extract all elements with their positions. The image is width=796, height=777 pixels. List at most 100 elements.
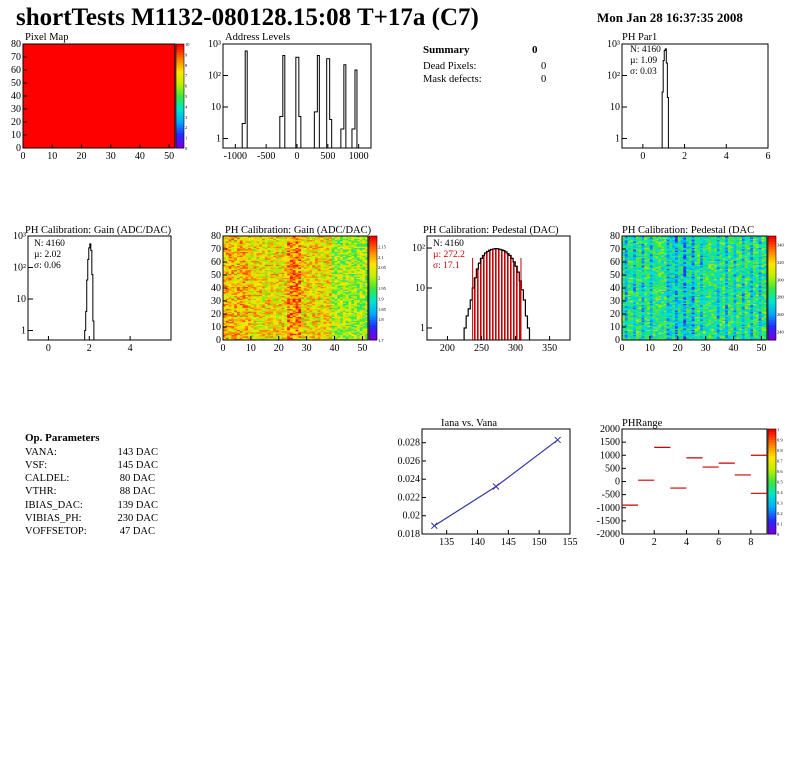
pixel-map-x-tick-label: 10 — [47, 151, 57, 162]
address-level-peak — [242, 51, 247, 148]
pixel-map-y-tick-label: 80 — [11, 39, 21, 50]
pixel-map-y-tick-label: 10 — [11, 130, 21, 141]
ph-gain-map-y-tick-label: 10 — [211, 322, 221, 333]
ph-gain-map-x-tick-label: 30 — [302, 343, 312, 354]
ph-gain-1d-x-tick-label: 0 — [46, 343, 51, 354]
pixel-map-palette-cell — [176, 44, 184, 47]
pixel-map-palette-label: 10 — [185, 42, 190, 47]
ph-pedestal-stat-n: N: 4160 — [433, 239, 464, 249]
ph-gain-map-y-tick-label: 70 — [211, 244, 221, 255]
address-levels-title: Address Levels — [225, 32, 290, 43]
ph-gain-map-x-tick-label: 20 — [274, 343, 284, 354]
page-title: shortTests M1132-080128.15:08 T+17a (C7) — [16, 4, 479, 31]
ph-gain-map-palette-cell — [369, 236, 377, 239]
pixel-map-palette-label: 0 — [185, 146, 188, 151]
ph-gain-1d-y-tick-label: 10 — [16, 294, 26, 305]
pixel-map-palette-label: 1 — [185, 136, 187, 141]
ph-gain-stat-rms: σ: 0.06 — [34, 261, 61, 271]
ph-gain-1d-y-tick-label: 10³ — [13, 231, 26, 242]
ph-gain-map-palette-label: 2.05 — [378, 265, 387, 270]
pixel-map-palette-label: 5 — [185, 94, 188, 99]
ph-gain-map-x-tick-label: 40 — [330, 343, 340, 354]
pixel-map-y-tick-label: 0 — [16, 143, 21, 154]
ph-gain-map-y-tick-label: 80 — [211, 231, 221, 242]
ph-par1-y-tick-label: 10² — [607, 71, 620, 82]
ph-par1-histogram — [662, 49, 668, 148]
ph-pedestal-1d-title: PH Calibration: Pedestal (DAC) — [423, 225, 559, 236]
page-date: Mon Jan 28 16:37:35 2008 — [597, 10, 743, 25]
ph-pedestal-1d-x-tick-label: 250 — [474, 343, 489, 354]
ph-par1-y-tick-label: 1 — [615, 134, 620, 145]
ph-gain-map-y-tick-label: 40 — [211, 283, 221, 294]
ph-gain-map-palette-label: 1.95 — [378, 286, 387, 291]
ph-gain-1d-histogram — [85, 244, 94, 340]
ph-pedestal-1d-x-tick-label: 300 — [508, 343, 523, 354]
ph-pedestal-1d-x-tick-label: 200 — [440, 343, 455, 354]
ph-gain-map-palette-label: 1.85 — [378, 307, 387, 312]
ph-gain-map-x-tick-label: 0 — [221, 343, 226, 354]
ph-par1-x-tick-label: 6 — [766, 151, 771, 162]
ph-pedestal-stat-rms: σ: 17.1 — [433, 261, 460, 271]
address-levels-y-tick-label: 1 — [216, 134, 221, 145]
pixel-map-x-tick-label: 40 — [135, 151, 145, 162]
ph-gain-map-palette-label: 2.15 — [378, 244, 387, 249]
pixel-map-x-tick-label: 20 — [76, 151, 86, 162]
ph-gain-map-y-tick-label: 30 — [211, 296, 221, 307]
address-level-peak — [352, 70, 357, 148]
ph-par1-stat-mean: µ: 1.09 — [630, 56, 657, 66]
address-level-peak — [327, 59, 332, 148]
ph-gain-map-title: PH Calibration: Gain (ADC/DAC) — [225, 225, 372, 236]
ph-gain-1d-y-tick-label: 1 — [21, 326, 26, 337]
ph-gain-map-y-tick-label: 20 — [211, 309, 221, 320]
address-levels-x-tick-label: -1000 — [224, 151, 247, 162]
pixel-map-fill — [23, 44, 175, 148]
pixel-map-y-tick-label: 30 — [11, 104, 21, 115]
address-levels-x-tick-label: 1000 — [349, 151, 369, 162]
pixel-map-palette-label: 3 — [185, 115, 188, 120]
ph-par1-x-tick-label: 4 — [724, 151, 729, 162]
pixel-map-y-tick-label: 40 — [11, 91, 21, 102]
ph-pedestal-1d-x-tick-label: 350 — [542, 343, 557, 354]
pixel-map-x-tick-label: 0 — [21, 151, 26, 162]
pixel-map-palette-label: 2 — [185, 125, 187, 130]
ph-par1-y-tick-label: 10 — [610, 102, 620, 113]
ph-gain-1d-title: PH Calibration: Gain (ADC/DAC) — [25, 225, 172, 236]
address-levels-x-tick-label: 500 — [320, 151, 335, 162]
pixel-map-palette-label: 9 — [185, 52, 188, 57]
ph-par1-stat-n: N: 4160 — [630, 45, 661, 55]
ph-gain-stat-mean: µ: 2.02 — [34, 250, 61, 260]
pixel-map-title: Pixel Map — [25, 32, 68, 43]
ph-par1-title: PH Par1 — [622, 32, 657, 43]
ph-par1-stat-rms: σ: 0.03 — [630, 67, 657, 77]
ph-par1-x-tick-label: 2 — [682, 151, 687, 162]
ph-gain-1d-x-tick-label: 4 — [128, 343, 133, 354]
ph-gain-map-palette-label: 1.7 — [378, 338, 384, 343]
ph-pedestal-1d-y-tick-label: 10 — [415, 283, 425, 294]
pixel-map-palette-label: 4 — [185, 104, 188, 109]
pixel-map-y-tick-label: 60 — [11, 65, 21, 76]
ph-par1-y-tick-label: 10³ — [607, 39, 620, 50]
pixel-map-palette-label: 6 — [185, 84, 188, 89]
pixel-map-x-tick-label: 30 — [106, 151, 116, 162]
ph-pedestal-stat-mean: µ: 272.2 — [433, 250, 465, 260]
pixel-map-palette-label: 7 — [185, 73, 188, 78]
address-level-peak — [296, 57, 301, 148]
ph-gain-map-y-tick-label: 0 — [216, 335, 221, 346]
ph-gain-stat-n: N: 4160 — [34, 239, 65, 249]
address-levels-x-tick-label: 0 — [295, 151, 300, 162]
address-level-peak — [314, 56, 319, 148]
ph-gain-1d-x-tick-label: 2 — [87, 343, 92, 354]
address-level-peak — [341, 65, 346, 148]
ph-gain-map-x-tick-label: 10 — [246, 343, 256, 354]
ph-pedestal-map-title: PH Calibration: Pedestal (DAC — [622, 225, 754, 236]
ph-gain-map-palette-label: 1.8 — [378, 317, 384, 322]
ph-par1-x-tick-label: 0 — [640, 151, 645, 162]
address-levels-x-tick-label: -500 — [257, 151, 275, 162]
ph-gain-map-x-tick-label: 50 — [357, 343, 367, 354]
ph-gain-map-palette-label: 2.1 — [378, 255, 384, 260]
pixel-map-y-tick-label: 70 — [11, 52, 21, 63]
pixel-map-x-tick-label: 50 — [164, 151, 174, 162]
ph-gain-map-palette-label: 1.9 — [378, 296, 384, 301]
